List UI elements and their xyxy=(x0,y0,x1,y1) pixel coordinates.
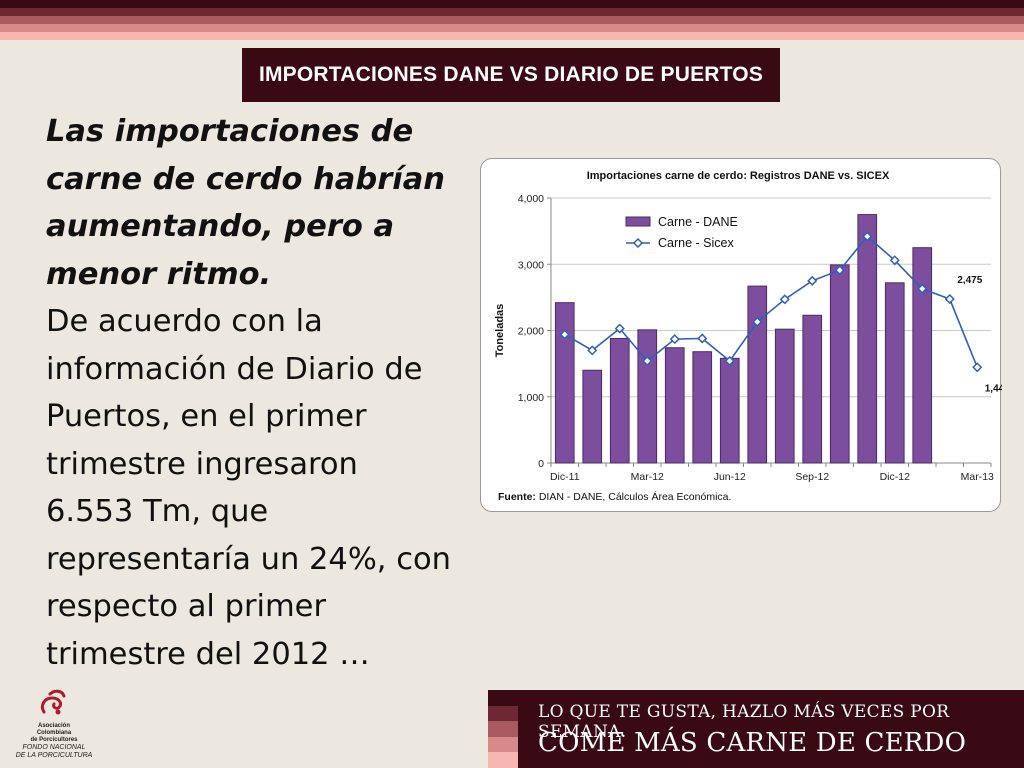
x-tick-label: Mar-13 xyxy=(961,471,994,483)
banner-stripe xyxy=(488,752,518,768)
bar xyxy=(609,337,630,464)
sicex-marker xyxy=(862,231,873,242)
y-tick-label: 4,000 xyxy=(518,193,544,205)
sicex-line xyxy=(564,235,978,368)
sicex-marker xyxy=(642,355,653,367)
main-text-line: Puertos, en el primer xyxy=(46,399,367,434)
bar xyxy=(692,351,713,464)
bar xyxy=(747,285,768,464)
bar xyxy=(884,282,905,464)
y-tick-label: 1,000 xyxy=(518,392,544,404)
footer-tagline: LO QUE TE GUSTA, HAZLO MÁS VECES POR SEM… xyxy=(538,702,950,742)
footer-slogan: COME MÁS CARNE DE CERDO xyxy=(538,728,967,758)
bar xyxy=(637,329,658,464)
sicex-marker xyxy=(972,362,983,373)
y-axis-label: Toneladas xyxy=(494,304,506,358)
bar xyxy=(664,347,685,464)
main-text-bold-line: aumentando, pero a xyxy=(46,209,395,244)
bar xyxy=(802,314,823,464)
data-label: 2,475 xyxy=(957,275,982,286)
sicex-marker xyxy=(559,329,570,340)
bar xyxy=(857,214,878,464)
sicex-marker xyxy=(944,293,955,305)
legend-label-dane: Carne - DANE xyxy=(658,215,738,229)
association-logo: Asociación Colombiana de Porcicultores F… xyxy=(14,688,94,759)
banner-stripe xyxy=(488,690,518,706)
sicex-marker xyxy=(807,275,818,286)
bar xyxy=(774,328,795,464)
top-stripes xyxy=(0,0,1024,40)
banner-stripe xyxy=(488,705,518,722)
legend-label-sicex: Carne - Sicex xyxy=(658,236,734,250)
imports-chart: Importaciones carne de cerdo: Registros … xyxy=(494,170,1002,503)
sicex-marker xyxy=(889,255,900,266)
main-text-bold-line: carne de cerdo habrían xyxy=(46,161,445,197)
banner-stripe xyxy=(488,736,518,753)
logo-text: Colombiana xyxy=(36,730,72,736)
banner-stripe xyxy=(488,721,518,737)
x-tick-label: Dic-12 xyxy=(880,471,911,483)
main-text-line: respecto al primer xyxy=(46,589,326,624)
main-text: Las importaciones de carne de cerdo habr… xyxy=(46,108,486,678)
x-tick-label: Dic-11 xyxy=(550,471,580,483)
main-text-bold-line: Las importaciones de xyxy=(46,114,414,149)
x-tick-label: Sep-12 xyxy=(795,471,829,483)
chart-title: Importaciones carne de cerdo: Registros … xyxy=(587,170,890,182)
slide-title-bar: IMPORTACIONES DANE VS DIARIO DE PUERTOS xyxy=(242,48,780,102)
main-text-line: De acuerdo con la xyxy=(46,304,323,339)
sicex-marker xyxy=(587,345,598,356)
y-tick-label: 2,000 xyxy=(518,326,544,338)
sicex-marker xyxy=(724,355,735,367)
sicex-marker xyxy=(697,333,708,344)
sicex-marker xyxy=(752,316,763,327)
main-text-line: 6.553 Tm, que xyxy=(46,494,269,529)
chart-source: Fuente: DIAN - DANE, Cálculos Área Econó… xyxy=(498,490,731,503)
logo-text: Asociación xyxy=(37,723,70,729)
sicex-marker xyxy=(669,334,680,345)
logo-fondo-text: DE LA PORCICULTURA xyxy=(15,752,93,759)
source-text: DIAN - DANE, Cálculos Área Económica. xyxy=(536,490,731,503)
pig-logo-icon xyxy=(40,689,66,715)
bar xyxy=(719,357,740,464)
main-text-bold-line: menor ritmo. xyxy=(46,256,272,292)
logo-fondo-text: FONDO NACIONAL xyxy=(22,744,86,751)
logo-text: de Porcicultores xyxy=(30,737,78,743)
legend-marker-sicex xyxy=(632,237,644,249)
y-tick-label: 0 xyxy=(538,458,544,470)
sicex-marker xyxy=(917,283,928,294)
x-tick-label: Mar-12 xyxy=(631,471,664,483)
sicex-marker xyxy=(779,294,790,305)
chart-container: Importaciones carne de cerdo: Registros … xyxy=(480,158,1002,512)
slide-title: IMPORTACIONES DANE VS DIARIO DE PUERTOS xyxy=(258,63,764,86)
main-text-line: representaría un 24%, con xyxy=(46,541,451,577)
sicex-marker xyxy=(614,323,625,334)
x-tick-label: Jun-12 xyxy=(714,471,746,483)
footer-banner: LO QUE TE GUSTA, HAZLO MÁS VECES POR SEM… xyxy=(488,690,1024,768)
legend-swatch-dane xyxy=(625,216,651,227)
main-text-line: información de Diario de xyxy=(46,351,423,387)
source-label: Fuente: xyxy=(498,491,536,503)
main-text-line: trimestre ingresaron xyxy=(46,446,358,482)
bar xyxy=(582,369,603,464)
sicex-marker xyxy=(834,265,845,276)
bar xyxy=(554,302,575,464)
main-text-line: trimestre del 2012 … xyxy=(46,636,370,672)
bar xyxy=(829,264,850,464)
y-tick-label: 3,000 xyxy=(518,259,544,271)
bar xyxy=(912,247,933,464)
data-label: 1,445 xyxy=(985,383,1002,394)
